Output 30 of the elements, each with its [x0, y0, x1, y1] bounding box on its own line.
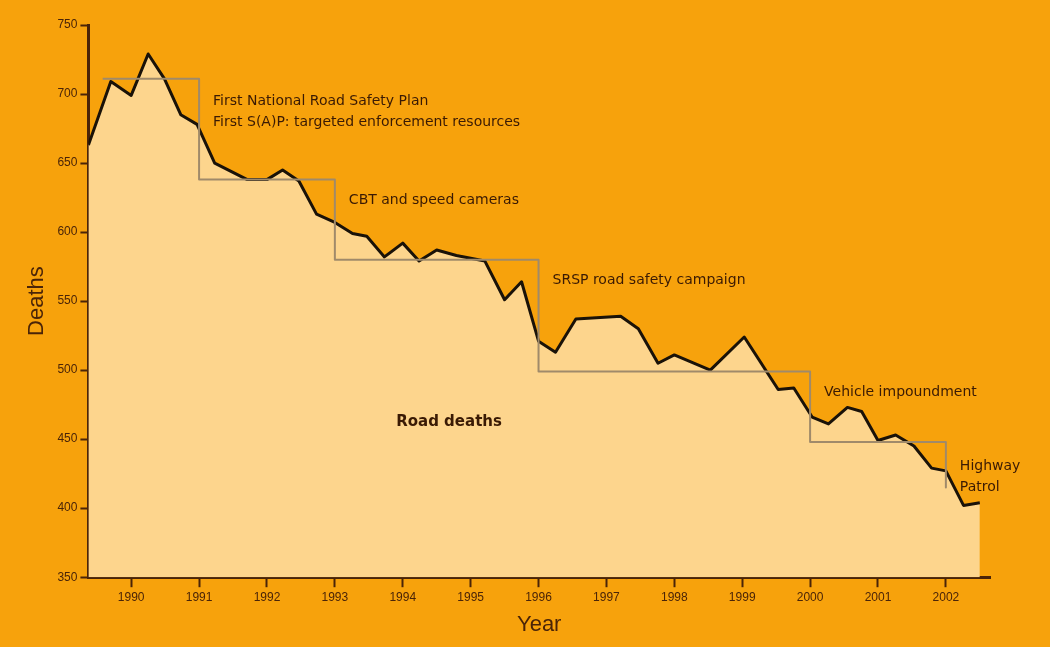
- series-label: Road deaths: [396, 412, 502, 431]
- x-tick-label: 1994: [389, 589, 417, 604]
- y-tick-label: 500: [57, 362, 78, 377]
- y-tick-label: 400: [57, 500, 78, 515]
- y-tick-label: 750: [57, 17, 78, 32]
- x-tick-label: 1996: [525, 589, 553, 604]
- x-tick-label: 1990: [117, 589, 145, 604]
- x-tick-label: 1992: [253, 589, 281, 604]
- y-axis-title: Deaths: [23, 266, 49, 336]
- x-tick-label: 2002: [932, 589, 960, 604]
- x-tick-label: 2000: [796, 589, 824, 604]
- y-tick-label: 550: [57, 293, 78, 308]
- x-tick-label: 1998: [660, 589, 688, 604]
- x-tick-label: 1999: [728, 589, 756, 604]
- annotation: Vehicle impoundment: [824, 382, 978, 399]
- y-tick-label: 700: [57, 86, 78, 101]
- annotation: First National Road Safety Plan First S(A)P: targeted enforcement resources: [213, 92, 521, 130]
- annotation: SRSP road safety campaign: [552, 271, 746, 288]
- annotation: Highway Patrol: [959, 456, 1021, 494]
- y-tick-label: 450: [57, 431, 78, 446]
- x-tick-label: 1991: [185, 589, 213, 604]
- y-tick-label: 650: [57, 155, 78, 170]
- x-tick-label: 2001: [864, 589, 892, 604]
- x-axis-title: Year: [516, 610, 562, 636]
- x-tick-label: 1997: [593, 589, 621, 604]
- x-tick-label: 1995: [457, 589, 485, 604]
- y-tick-label: 350: [57, 569, 78, 584]
- y-tick-label: 600: [57, 224, 78, 239]
- x-tick-label: 1993: [321, 589, 349, 604]
- annotation: CBT and speed cameras: [348, 190, 519, 207]
